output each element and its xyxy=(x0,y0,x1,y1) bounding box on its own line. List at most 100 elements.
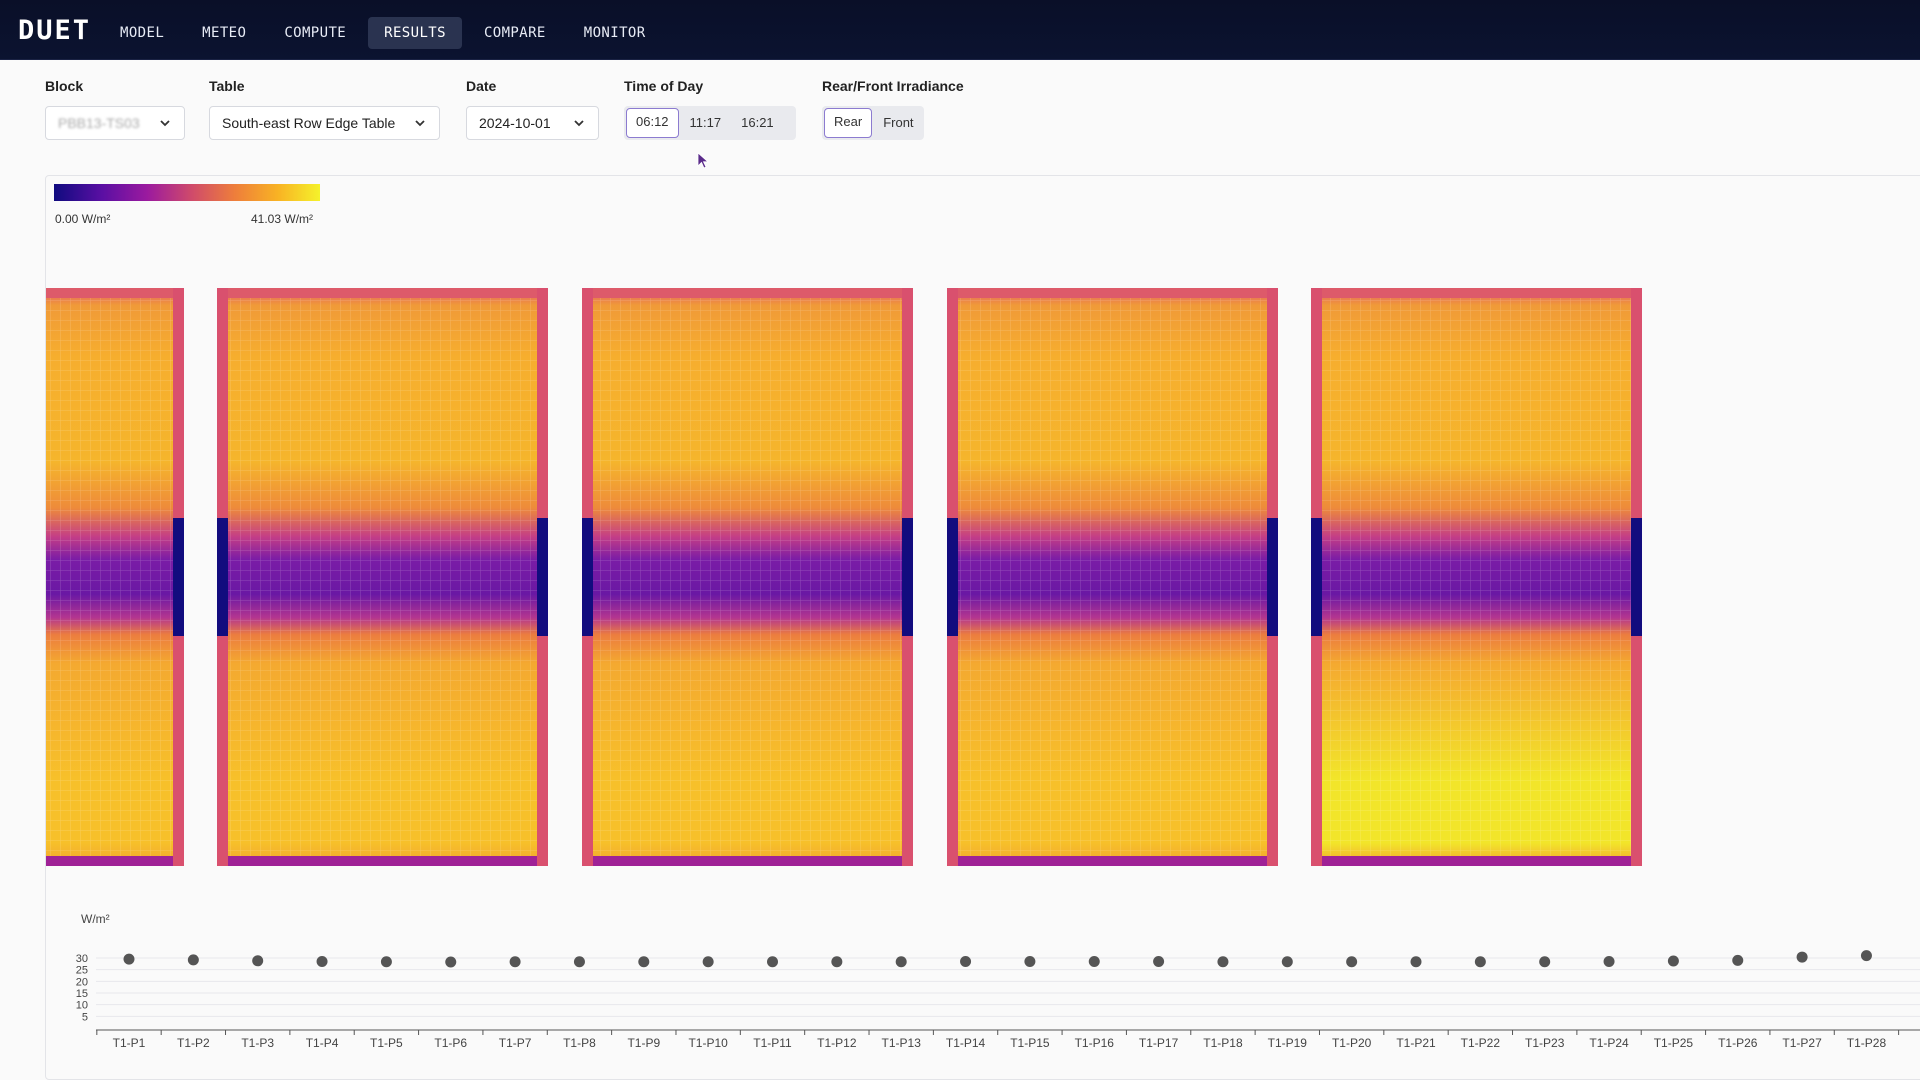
heatmap-bottom-edge xyxy=(217,856,548,866)
chart-y-tick-label: 5 xyxy=(82,1011,88,1023)
top-navigation-bar: DUET MODEL METEO COMPUTE RESULTS COMPARE… xyxy=(0,0,1920,60)
heatmap-top-edge xyxy=(217,288,548,298)
color-scale-min-label: 0.00 W/m² xyxy=(55,212,111,226)
chart-y-unit-label: W/m² xyxy=(81,912,110,926)
chart-x-tick-label: T1-P7 xyxy=(499,1036,532,1050)
chart-x-tick-label: T1-P28 xyxy=(1847,1036,1887,1050)
chart-data-point xyxy=(1217,956,1229,968)
chart-data-point xyxy=(1474,956,1486,968)
chart-x-tick-label: T1-P27 xyxy=(1782,1036,1822,1050)
chart-data-point xyxy=(1667,955,1679,967)
chart-x-tick-label: T1-P14 xyxy=(946,1036,986,1050)
time-option-0612[interactable]: 06:12 xyxy=(626,108,679,138)
time-of-day-toggle: 06:12 11:17 16:21 xyxy=(624,106,796,140)
chart-data-point xyxy=(1539,956,1551,968)
block-label: Block xyxy=(45,78,84,94)
table-select[interactable]: South-east Row Edge Table xyxy=(209,106,440,140)
results-controls: Block PBB13-TS03 Table South-east Row Ed… xyxy=(45,78,1905,158)
heatmap-right-dark-band xyxy=(173,518,184,636)
chart-x-tick-label: T1-P26 xyxy=(1718,1036,1758,1050)
chart-x-tick-label: T1-P16 xyxy=(1075,1036,1115,1050)
heatmap-top-edge xyxy=(582,288,913,298)
chevron-down-icon xyxy=(415,120,425,127)
main-nav: MODEL METEO COMPUTE RESULTS COMPARE MONI… xyxy=(104,17,662,49)
nav-compute[interactable]: COMPUTE xyxy=(284,25,347,41)
chart-data-point xyxy=(1153,956,1165,967)
chart-data-point xyxy=(1024,956,1036,967)
app-logo[interactable]: DUET xyxy=(18,15,92,46)
chart-data-point xyxy=(831,956,843,968)
nav-compare[interactable]: COMPARE xyxy=(483,25,546,41)
color-scale-max-label: 41.03 W/m² xyxy=(251,212,314,226)
heatmap-grid xyxy=(947,288,1278,866)
chart-data-point xyxy=(960,956,972,967)
heatmap-panel-4 xyxy=(947,288,1278,866)
chart-x-tick-label: T1-P12 xyxy=(817,1036,857,1050)
block-value: PBB13-TS03 xyxy=(58,115,140,131)
irradiance-front-option[interactable]: Front xyxy=(883,115,914,130)
chart-data-point xyxy=(702,956,714,968)
heatmap-panel-2 xyxy=(217,288,548,866)
date-select[interactable]: 2024-10-01 xyxy=(466,106,599,140)
chart-data-point xyxy=(123,953,135,965)
chart-x-tick-label: T1-P2 xyxy=(177,1036,210,1050)
block-select[interactable]: PBB13-TS03 xyxy=(45,106,185,140)
chart-data-point xyxy=(380,956,392,968)
heatmap-bottom-edge xyxy=(46,856,184,866)
nav-meteo[interactable]: METEO xyxy=(202,25,247,41)
heatmap-left-dark-band xyxy=(947,518,958,636)
heatmap-grid xyxy=(46,288,184,866)
chart-data-point xyxy=(445,956,457,968)
chart-x-tick-label: T1-P13 xyxy=(882,1036,922,1050)
heatmap-top-edge xyxy=(947,288,1278,298)
chart-y-tick-label: 10 xyxy=(76,1000,88,1012)
heatmap-right-dark-band xyxy=(902,518,913,636)
nav-results[interactable]: RESULTS xyxy=(368,17,462,49)
heatmap-grid xyxy=(1311,288,1642,866)
block-control: Block PBB13-TS03 xyxy=(45,78,185,140)
time-option-1117[interactable]: 11:17 xyxy=(689,115,722,130)
heatmap-top-edge xyxy=(46,288,184,298)
heatmap-grid xyxy=(217,288,548,866)
color-scale-bar xyxy=(54,184,320,201)
chart-y-tick-label: 25 xyxy=(76,965,88,977)
table-control: Table South-east Row Edge Table xyxy=(209,78,440,140)
chart-x-tick-label: T1-P10 xyxy=(688,1036,728,1050)
heatmap-bottom-edge xyxy=(582,856,913,866)
nav-monitor[interactable]: MONITOR xyxy=(583,25,646,41)
time-option-1621[interactable]: 16:21 xyxy=(741,115,774,130)
irradiance-toggle: Rear Front xyxy=(822,106,924,140)
chart-data-point xyxy=(1603,956,1615,967)
time-of-day-label: Time of Day xyxy=(624,78,704,94)
chart-x-tick-label: T1-P25 xyxy=(1654,1036,1694,1050)
chart-data-point xyxy=(509,956,521,968)
table-label: Table xyxy=(209,78,245,94)
chart-x-tick-label: T1-P17 xyxy=(1139,1036,1179,1050)
heatmap-left-dark-band xyxy=(217,518,228,636)
irradiance-control: Rear/Front Irradiance Rear Front xyxy=(822,78,964,140)
nav-model[interactable]: MODEL xyxy=(120,25,165,41)
table-value: South-east Row Edge Table xyxy=(222,115,396,131)
chart-data-point xyxy=(187,954,199,966)
heatmap-bottom-edge xyxy=(947,856,1278,866)
time-of-day-control: Time of Day 06:12 11:17 16:21 xyxy=(624,78,796,140)
chart-x-tick-label: T1-P21 xyxy=(1396,1036,1436,1050)
chart-data-point xyxy=(252,955,264,967)
irradiance-rear-option[interactable]: Rear xyxy=(824,108,873,138)
chart-x-tick-label: T1-P19 xyxy=(1268,1036,1308,1050)
chart-x-tick-label: T1-P9 xyxy=(627,1036,660,1050)
chart-x-tick-label: T1-P24 xyxy=(1589,1036,1629,1050)
heatmap-panel-5 xyxy=(1311,288,1642,866)
chart-data-point xyxy=(767,956,778,968)
date-control: Date 2024-10-01 xyxy=(466,78,599,140)
heatmap-left-dark-band xyxy=(1311,518,1322,636)
date-label: Date xyxy=(466,78,497,94)
chart-y-tick-label: 30 xyxy=(76,953,88,965)
chart-y-tick-label: 15 xyxy=(76,988,88,1000)
heatmap-top-edge xyxy=(1311,288,1642,298)
date-value: 2024-10-01 xyxy=(479,115,551,131)
chevron-down-icon xyxy=(574,120,584,127)
chart-x-tick-label: T1-P23 xyxy=(1525,1036,1565,1050)
